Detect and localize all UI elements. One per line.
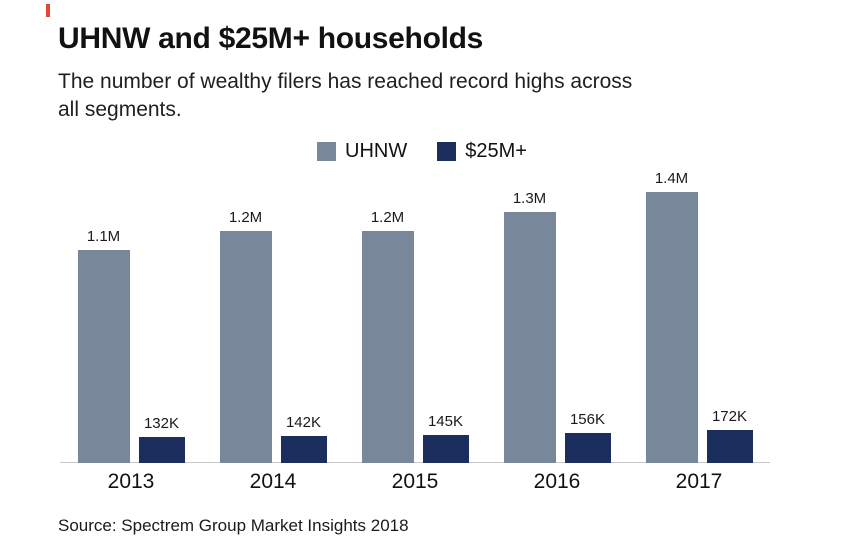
red-crop-mark xyxy=(46,4,50,17)
x-axis-label-2015: 2015 xyxy=(391,470,439,493)
value-label: 156K xyxy=(569,411,606,428)
bar-column: 1.3M xyxy=(503,190,556,463)
chart-subtitle: The number of wealthy filers has reached… xyxy=(58,70,633,122)
bar-uhnw-2016 xyxy=(503,212,556,463)
value-label: 1.4M xyxy=(654,170,689,187)
bar-group-2017: 1.4M 172K 2017 xyxy=(645,170,753,497)
bar-column: 132K xyxy=(138,415,185,463)
value-label: 1.2M xyxy=(228,209,263,226)
value-label: 145K xyxy=(427,413,464,430)
bar-uhnw-2017 xyxy=(645,192,698,463)
value-label: 1.3M xyxy=(512,190,547,207)
bar-25m-2015 xyxy=(422,435,469,463)
x-axis-line xyxy=(60,462,770,463)
x-axis-label-2017: 2017 xyxy=(675,470,723,493)
uhnw-legend-label: UHNW xyxy=(345,140,408,162)
x-axis-label-2013: 2013 xyxy=(107,470,155,493)
bars-row: 1.1M 132K xyxy=(77,173,185,463)
value-label: 172K xyxy=(711,408,748,425)
bar-column: 172K xyxy=(706,408,753,463)
legend-item-25m: $25M+ xyxy=(437,140,527,163)
bar-chart: 1.1M 132K 2013 1.2M 142K 2014 1.2M 145K 2015 1.3M… xyxy=(60,170,770,497)
bar-uhnw-2015 xyxy=(361,231,414,463)
x-axis-label-2016: 2016 xyxy=(533,470,581,493)
bars-row: 1.3M 156K xyxy=(503,173,611,463)
value-label: 132K xyxy=(143,415,180,432)
bar-column: 156K xyxy=(564,411,611,463)
bar-25m-2014 xyxy=(280,436,327,463)
bars-row: 1.2M 145K xyxy=(361,173,469,463)
bar-column: 142K xyxy=(280,414,327,463)
bars-row: 1.2M 142K xyxy=(219,173,327,463)
bars-row: 1.4M 172K xyxy=(645,170,753,463)
value-label: 1.2M xyxy=(370,209,405,226)
value-label: 142K xyxy=(285,414,322,431)
bar-group-2016: 1.3M 156K 2016 xyxy=(503,173,611,497)
x-axis-label-2014: 2014 xyxy=(249,470,297,493)
bar-uhnw-2013 xyxy=(77,250,130,463)
bar-uhnw-2014 xyxy=(219,231,272,463)
m25plus-legend-label: $25M+ xyxy=(465,140,527,162)
bar-25m-2016 xyxy=(564,433,611,463)
bar-column: 1.2M xyxy=(219,209,272,463)
chart-legend: UHNW $25M+ xyxy=(0,140,844,163)
legend-item-uhnw: UHNW xyxy=(317,140,407,163)
source-attribution: Source: Spectrem Group Market Insights 2… xyxy=(58,516,409,535)
bar-column: 1.4M xyxy=(645,170,698,463)
chart-title: UHNW and $25M+ households xyxy=(58,22,484,55)
m25plus-legend-swatch xyxy=(437,142,457,161)
bar-group-2015: 1.2M 145K 2015 xyxy=(361,173,469,497)
bar-groups: 1.1M 132K 2013 1.2M 142K 2014 1.2M 145K 2015 1.3M… xyxy=(60,170,770,497)
bar-group-2013: 1.1M 132K 2013 xyxy=(77,173,185,497)
value-label: 1.1M xyxy=(86,228,121,245)
bar-25m-2013 xyxy=(138,437,185,463)
bar-25m-2017 xyxy=(706,430,753,463)
bar-group-2014: 1.2M 142K 2014 xyxy=(219,173,327,497)
bar-column: 1.2M xyxy=(361,209,414,463)
bar-column: 1.1M xyxy=(77,228,130,463)
uhnw-legend-swatch xyxy=(317,142,337,161)
bar-column: 145K xyxy=(422,413,469,463)
